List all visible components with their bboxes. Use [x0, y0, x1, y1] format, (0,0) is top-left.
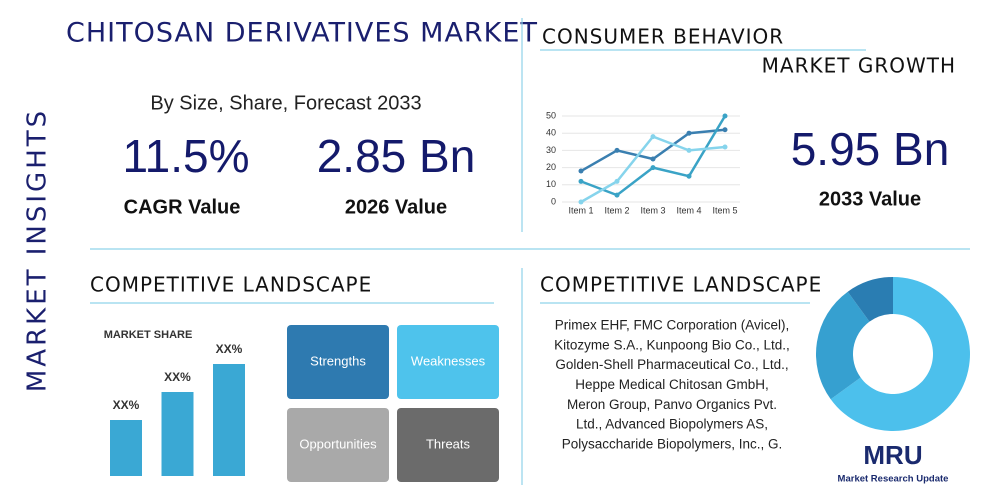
line-point	[578, 168, 584, 174]
x-tick-label: Item 5	[712, 205, 737, 215]
swot-label: Strengths	[310, 353, 366, 368]
line-point	[686, 147, 692, 153]
stat-value: 2.85 Bn	[317, 130, 476, 182]
section-title: CONSUMER BEHAVIOR	[542, 25, 784, 49]
stat-label: 2033 Value	[819, 188, 921, 210]
y-tick-label: 40	[546, 128, 556, 138]
y-tick-label: 0	[551, 196, 556, 206]
y-tick-label: 20	[546, 162, 556, 172]
x-tick-label: Item 1	[568, 205, 593, 215]
line-point	[614, 192, 620, 198]
section-subtitle: MARKET GROWTH	[762, 54, 956, 78]
bar	[161, 392, 194, 476]
logo-name: Market Research Update	[838, 474, 949, 485]
line-point	[614, 147, 620, 153]
bar-label: XX%	[113, 398, 140, 412]
bar-label: XX%	[216, 342, 243, 356]
swot-label: Opportunities	[299, 436, 377, 451]
swot-box	[397, 325, 499, 399]
company-line: Meron Group, Panvo Organics Pvt.	[567, 397, 777, 412]
y-tick-label: 10	[546, 179, 556, 189]
swot-box	[287, 325, 389, 399]
section-title: COMPETITIVE LANDSCAPE	[540, 273, 822, 297]
logo-mark: MRU	[863, 440, 922, 470]
x-tick-label: Item 4	[676, 205, 701, 215]
swot-box	[287, 408, 389, 482]
line-point	[722, 113, 728, 119]
line-point	[578, 178, 584, 184]
stat-label: CAGR Value	[124, 196, 241, 218]
subtitle: By Size, Share, Forecast 2033	[150, 92, 421, 114]
title: CHITOSAN DERIVATIVES MARKET	[66, 18, 538, 49]
line-point	[650, 134, 656, 140]
stat-label: 2026 Value	[345, 196, 447, 218]
donut-segment	[830, 277, 970, 432]
company-line: Primex EHF, FMC Corporation (Avicel),	[555, 318, 790, 333]
company-line: Golden-Shell Pharmaceutical Co., Ltd.,	[555, 357, 788, 372]
section-title: COMPETITIVE LANDSCAPE	[90, 273, 372, 297]
line-point	[722, 144, 728, 150]
y-tick-label: 50	[546, 110, 556, 120]
x-tick-label: Item 3	[640, 205, 665, 215]
bar-chart-title: MARKET SHARE	[104, 329, 193, 341]
company-line: Ltd., Advanced Biopolymers AS,	[576, 417, 768, 432]
bar	[110, 420, 142, 476]
swot-box	[397, 408, 499, 482]
line-point	[686, 173, 692, 179]
company-line: Heppe Medical Chitosan GmbH,	[575, 377, 769, 392]
bar-label: XX%	[164, 370, 191, 384]
y-tick-label: 30	[546, 145, 556, 155]
line-series	[580, 115, 727, 197]
line-point	[650, 165, 656, 171]
swot-label: Threats	[426, 436, 471, 451]
stat-value: 5.95 Bn	[791, 123, 950, 175]
line-point	[650, 156, 656, 162]
donut-segment	[816, 291, 870, 400]
side-label: MARKET INSIGHTS	[23, 108, 53, 392]
company-line: Kitozyme S.A., Kunpoong Bio Co., Ltd.,	[554, 337, 790, 352]
stat-value: 11.5%	[122, 130, 249, 182]
line-point	[722, 127, 728, 133]
line-point	[614, 178, 620, 184]
company-line: Polysaccharide Biopolymers, Inc., G.	[562, 436, 783, 451]
swot-label: Weaknesses	[411, 353, 486, 368]
x-tick-label: Item 2	[604, 205, 629, 215]
donut-segment	[847, 277, 893, 322]
line-point	[578, 199, 584, 205]
bar	[213, 364, 245, 476]
line-point	[686, 130, 692, 136]
